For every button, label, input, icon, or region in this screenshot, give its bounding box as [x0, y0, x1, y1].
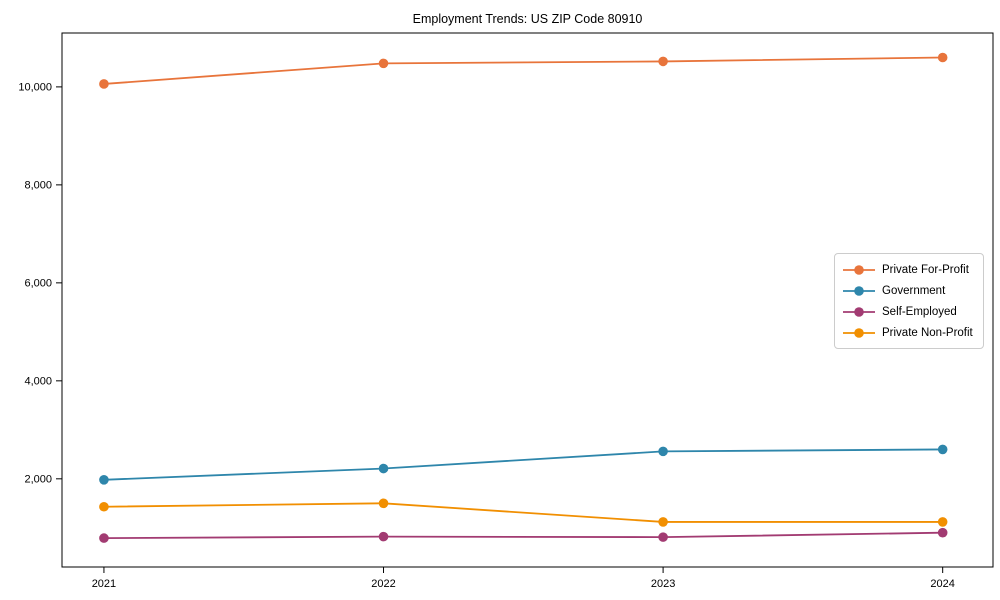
- legend-label: Government: [882, 284, 946, 297]
- chart-title: Employment Trends: US ZIP Code 80910: [413, 12, 643, 26]
- legend-item-private-non-profit: Private Non-Profit: [843, 322, 975, 343]
- legend-item-government: Government: [843, 280, 975, 301]
- line-marker-icon: [843, 306, 875, 317]
- line-marker-icon: [843, 264, 875, 275]
- series-line-self-employed: [103, 531, 943, 539]
- data-point-self-employed: [99, 533, 109, 543]
- x-tick-label: 2024: [930, 578, 954, 590]
- y-tick-label: 6,000: [24, 277, 52, 289]
- y-tick-label: 4,000: [24, 375, 52, 387]
- data-point-government: [658, 446, 668, 457]
- series-lines: [99, 52, 948, 543]
- y-tick-label: 2,000: [24, 473, 52, 485]
- data-point-private-non-profit: [658, 517, 668, 527]
- data-point-government: [937, 444, 948, 455]
- data-point-government: [99, 474, 109, 485]
- series-line-government: [103, 448, 943, 481]
- legend-label: Private For-Profit: [882, 263, 969, 276]
- x-tick-label: 2023: [651, 578, 675, 590]
- x-tick-label: 2021: [92, 578, 116, 590]
- data-point-self-employed: [658, 532, 668, 542]
- data-point-private-non-profit: [99, 501, 109, 512]
- line-marker-icon: [843, 285, 875, 296]
- x-tick-label: 2022: [371, 578, 395, 590]
- data-point-private-non-profit: [378, 498, 389, 509]
- data-point-private-for-profit: [658, 56, 668, 67]
- plot-area-frame: [61, 32, 994, 568]
- legend-label: Self-Employed: [882, 305, 957, 318]
- legend-item-self-employed: Self-Employed: [843, 301, 975, 322]
- y-tick-label: 8,000: [24, 179, 52, 191]
- y-axis: 2,000 4,000 6,000 8,000 10,000: [18, 81, 62, 485]
- series-line-private-for-profit: [103, 56, 943, 85]
- data-point-private-non-profit: [937, 517, 948, 527]
- data-point-self-employed: [937, 527, 948, 538]
- data-point-private-for-profit: [99, 79, 109, 89]
- data-point-private-for-profit: [378, 58, 389, 69]
- data-point-private-for-profit: [937, 52, 948, 63]
- y-tick-label: 10,000: [18, 81, 52, 93]
- x-axis: 2021 2022 2023 2024: [92, 567, 955, 590]
- data-point-self-employed: [378, 531, 389, 542]
- legend-item-private-for-profit: Private For-Profit: [843, 259, 975, 280]
- data-point-government: [378, 463, 389, 474]
- legend: Private For-Profit Government Self-Employe…: [834, 253, 984, 349]
- series-line-private-non-profit: [103, 502, 943, 523]
- line-marker-icon: [843, 327, 875, 338]
- legend-label: Private Non-Profit: [882, 326, 973, 339]
